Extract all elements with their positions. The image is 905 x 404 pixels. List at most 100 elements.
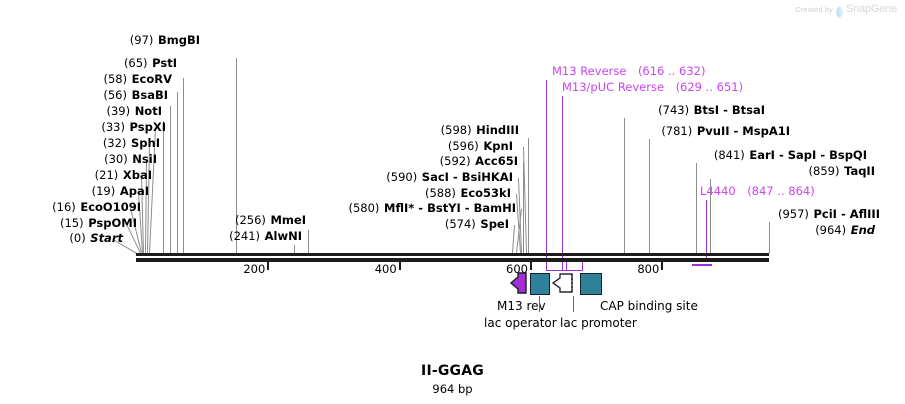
- feature-glyph-arrow-left-hollow[interactable]: [551, 273, 574, 297]
- enzyme-label[interactable]: (56) BsaBI: [103, 88, 168, 102]
- enzyme-label[interactable]: (97) BmgBI: [130, 33, 200, 47]
- enzyme-leader-line: [177, 92, 178, 253]
- enzyme-leader-line: [183, 78, 184, 253]
- enzyme-label[interactable]: (574) SpeI: [444, 217, 509, 231]
- primer-span-bracket: [546, 262, 567, 271]
- enzyme-position: (964): [815, 223, 847, 237]
- backbone-line: [136, 258, 769, 262]
- enzyme-label[interactable]: (241) AlwNI: [229, 229, 302, 243]
- enzyme-name: TaqII: [844, 164, 875, 178]
- enzyme-name: BspQI: [829, 148, 867, 162]
- enzyme-name: MmeI: [270, 213, 306, 227]
- enzyme-label[interactable]: (32) SphI: [102, 136, 160, 150]
- enzyme-label[interactable]: (19) ApaI: [92, 185, 149, 198]
- snapgene-logo-icon: [836, 3, 843, 18]
- enzyme-label[interactable]: (65) PstI: [124, 57, 177, 70]
- ruler-tick-label: 200: [243, 262, 266, 276]
- enzyme-label[interactable]: (592) Acc65I: [439, 154, 518, 168]
- enzyme-leader-line: [294, 245, 295, 253]
- primer-label[interactable]: M13/pUC Reverse (629 .. 651): [562, 81, 743, 94]
- enzyme-leader-line: [170, 106, 171, 253]
- enzyme-name-separator: -: [729, 124, 743, 138]
- enzyme-position: (957): [777, 207, 809, 221]
- feature-glyph-box[interactable]: [580, 273, 602, 295]
- enzyme-label[interactable]: (33) PspXI: [101, 121, 166, 134]
- enzyme-position: (574): [444, 217, 476, 231]
- enzyme-name: PspOMI: [88, 216, 137, 230]
- enzyme-name: EcoRV: [131, 72, 172, 86]
- primer-range: (847 .. 864): [747, 184, 815, 198]
- primer-range: (616 .. 632): [637, 64, 706, 78]
- enzyme-name: SphI: [131, 136, 160, 150]
- enzyme-name-separator: -: [774, 148, 788, 162]
- enzyme-name: BamHI: [473, 201, 516, 215]
- enzyme-name: EarI: [749, 148, 775, 162]
- enzyme-leader-line: [236, 58, 237, 253]
- enzyme-position: (39): [106, 104, 131, 118]
- enzyme-name-separator: -: [719, 103, 732, 117]
- enzyme-name: SpeI: [480, 217, 509, 231]
- primer-leader-line: [546, 80, 548, 259]
- enzyme-label[interactable]: (781) PvuII - MspA1I: [661, 124, 790, 138]
- enzyme-label[interactable]: (0) Start: [69, 231, 123, 245]
- enzyme-label[interactable]: (859) TaqII: [809, 164, 875, 178]
- feature-glyph-arrow-left[interactable]: [509, 272, 527, 298]
- enzyme-label[interactable]: (256) MmeI: [234, 213, 306, 227]
- enzyme-name: AflIII: [849, 207, 880, 221]
- enzyme-name: Eco53kI: [460, 186, 511, 200]
- primer-leader-line: [562, 96, 564, 259]
- ruler-tick: [398, 262, 401, 270]
- enzyme-name: BtsI: [693, 103, 720, 117]
- enzyme-name: Start: [90, 231, 123, 245]
- enzyme-label[interactable]: (590) SacI - BsiHKAI: [386, 171, 513, 184]
- feature-label[interactable]: lac operator: [484, 316, 557, 330]
- enzyme-label[interactable]: (596) KpnI: [448, 140, 513, 153]
- feature-glyph-box[interactable]: [530, 273, 550, 295]
- enzyme-name: EcoO109I: [80, 200, 141, 214]
- primer-label[interactable]: M13 Reverse (616 .. 632): [552, 64, 706, 78]
- enzyme-label[interactable]: (39) NotI: [106, 104, 162, 118]
- enzyme-name: SapI: [787, 148, 817, 162]
- enzyme-label[interactable]: (598) HindIII: [441, 124, 519, 137]
- enzyme-leader-line: [769, 222, 770, 253]
- ruler-tick-label: 400: [374, 262, 397, 276]
- primer-label[interactable]: L4440 (847 .. 864): [700, 184, 815, 198]
- enzyme-name: MflI*: [384, 201, 415, 215]
- feature-label[interactable]: M13 rev: [497, 299, 546, 313]
- backbone-line: [136, 253, 769, 257]
- enzyme-position: (592): [439, 154, 471, 168]
- feature-label[interactable]: lac promoter: [560, 316, 637, 330]
- feature-label[interactable]: CAP binding site: [600, 299, 698, 313]
- enzyme-label[interactable]: (15) PspOMI: [60, 216, 137, 230]
- enzyme-position: (588): [424, 186, 456, 200]
- enzyme-label[interactable]: (743) BtsI - BtsaI: [658, 103, 765, 117]
- enzyme-label[interactable]: (957) PciI - AflIII: [777, 207, 880, 221]
- enzyme-name: AlwNI: [264, 229, 302, 243]
- enzyme-label[interactable]: (58) EcoRV: [103, 72, 172, 86]
- ruler-tick-label: 800: [637, 262, 660, 276]
- enzyme-name: End: [850, 223, 875, 237]
- enzyme-label[interactable]: (30) NsiI: [104, 153, 157, 166]
- enzyme-leader-line: [710, 179, 711, 253]
- enzyme-label[interactable]: (588) Eco53kI: [424, 186, 511, 200]
- enzyme-position: (0): [69, 231, 86, 245]
- enzyme-name-separator: -: [816, 148, 830, 162]
- enzyme-name: BmgBI: [157, 33, 200, 47]
- enzyme-label[interactable]: (964) End: [815, 223, 875, 237]
- enzyme-label[interactable]: (16) EcoO109I: [52, 200, 141, 214]
- enzyme-name: PvuII: [696, 124, 730, 138]
- enzyme-position: (580): [348, 201, 380, 215]
- enzyme-label[interactable]: (841) EarI - SapI - BspQI: [714, 148, 867, 162]
- enzyme-label[interactable]: (580) MflI* - BstYI - BamHI: [348, 201, 517, 215]
- enzyme-name-separator: -: [460, 201, 474, 215]
- enzyme-leader-line: [696, 163, 697, 253]
- enzyme-name: XbaI: [122, 168, 152, 182]
- enzyme-position: (256): [234, 213, 266, 227]
- enzyme-position: (16): [52, 200, 76, 214]
- ruler-tick: [529, 262, 532, 270]
- feature-label-stem: [539, 296, 540, 312]
- enzyme-position: (32): [102, 136, 127, 150]
- enzyme-name: BsaBI: [131, 88, 168, 102]
- enzyme-label[interactable]: (21) XbaI: [95, 168, 152, 182]
